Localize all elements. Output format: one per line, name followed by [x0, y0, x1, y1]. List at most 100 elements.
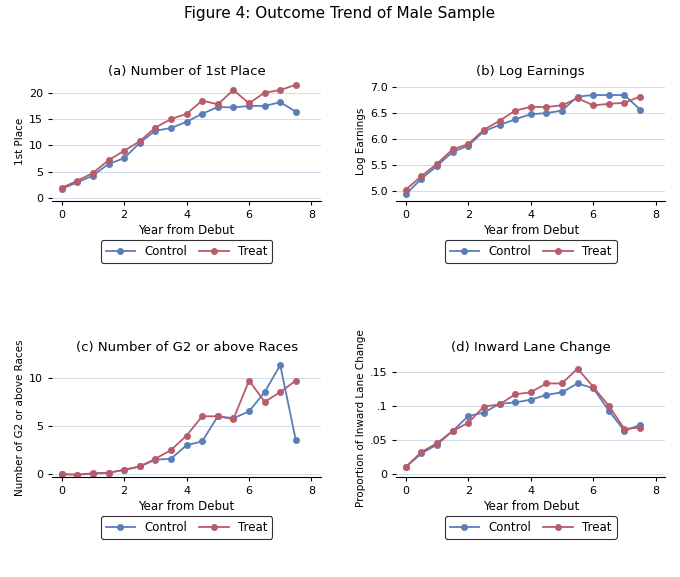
Treat: [58, 471, 66, 478]
Treat: [260, 398, 269, 405]
Treat: [182, 110, 190, 117]
Control: [542, 110, 550, 117]
Control: [182, 442, 190, 449]
Treat: [527, 389, 535, 396]
Control: [136, 463, 144, 470]
Treat: [464, 141, 473, 148]
Control: [511, 116, 520, 123]
Treat: [292, 81, 300, 88]
Control: [605, 407, 613, 414]
Treat: [260, 89, 269, 96]
Treat: [402, 186, 410, 193]
Control: [214, 103, 222, 110]
Control: [151, 128, 159, 134]
Treat: [151, 455, 159, 462]
Y-axis label: Number of G2 or above Races: Number of G2 or above Races: [15, 339, 25, 496]
Control: [245, 408, 253, 415]
Control: [605, 92, 613, 99]
Line: Treat: Treat: [58, 82, 299, 191]
Control: [276, 99, 284, 106]
Treat: [245, 377, 253, 384]
Control: [636, 106, 644, 113]
Control: [167, 125, 175, 132]
Treat: [418, 448, 426, 455]
Line: Treat: Treat: [58, 377, 299, 478]
Line: Control: Control: [403, 380, 643, 470]
Treat: [605, 402, 613, 409]
Control: [433, 162, 441, 169]
Treat: [418, 173, 426, 179]
Control: [245, 103, 253, 110]
Legend: Control, Treat: Control, Treat: [101, 516, 273, 539]
Treat: [558, 380, 566, 387]
Title: (d) Inward Lane Change: (d) Inward Lane Change: [451, 342, 611, 354]
Control: [167, 455, 175, 462]
Control: [105, 160, 113, 167]
Control: [214, 413, 222, 419]
Control: [464, 142, 473, 149]
Line: Treat: Treat: [403, 93, 643, 193]
Treat: [589, 383, 597, 390]
Treat: [105, 469, 113, 476]
Control: [418, 450, 426, 457]
Treat: [58, 184, 66, 191]
Treat: [73, 177, 82, 184]
Control: [480, 409, 488, 416]
Treat: [464, 419, 473, 426]
Control: [58, 471, 66, 478]
Treat: [105, 157, 113, 164]
Control: [636, 421, 644, 428]
Treat: [214, 101, 222, 108]
Control: [120, 466, 129, 473]
Treat: [402, 463, 410, 470]
Control: [449, 428, 457, 434]
Control: [573, 380, 581, 387]
Y-axis label: Proportion of Inward Lane Change: Proportion of Inward Lane Change: [356, 329, 366, 507]
Treat: [558, 102, 566, 109]
Control: [449, 148, 457, 155]
Control: [89, 470, 97, 477]
Treat: [542, 103, 550, 110]
Control: [464, 413, 473, 419]
Treat: [620, 425, 628, 432]
Treat: [120, 147, 129, 154]
Control: [105, 469, 113, 476]
Treat: [480, 126, 488, 133]
Treat: [449, 428, 457, 434]
Treat: [167, 447, 175, 454]
Control: [620, 92, 628, 99]
Treat: [198, 413, 206, 419]
Treat: [449, 146, 457, 153]
Control: [58, 185, 66, 192]
Treat: [636, 93, 644, 100]
Treat: [480, 403, 488, 410]
Treat: [276, 87, 284, 93]
Treat: [89, 470, 97, 477]
Line: Treat: Treat: [403, 365, 643, 470]
Treat: [605, 100, 613, 107]
Title: (a) Number of 1st Place: (a) Number of 1st Place: [107, 65, 265, 78]
X-axis label: Year from Debut: Year from Debut: [139, 224, 235, 237]
Control: [89, 172, 97, 179]
Legend: Control, Treat: Control, Treat: [445, 516, 617, 539]
Control: [542, 392, 550, 399]
Control: [620, 428, 628, 434]
Control: [402, 463, 410, 470]
Legend: Control, Treat: Control, Treat: [445, 240, 617, 263]
X-axis label: Year from Debut: Year from Debut: [483, 224, 579, 237]
Treat: [198, 97, 206, 104]
Control: [120, 155, 129, 162]
Control: [527, 111, 535, 118]
Treat: [182, 432, 190, 439]
Treat: [573, 95, 581, 102]
Control: [73, 471, 82, 478]
Title: (c) Number of G2 or above Races: (c) Number of G2 or above Races: [75, 342, 298, 354]
Control: [402, 191, 410, 198]
Control: [136, 140, 144, 147]
Treat: [511, 107, 520, 114]
Control: [558, 389, 566, 396]
Control: [198, 438, 206, 445]
Treat: [496, 117, 504, 124]
Treat: [229, 87, 237, 93]
Legend: Control, Treat: Control, Treat: [101, 240, 273, 263]
